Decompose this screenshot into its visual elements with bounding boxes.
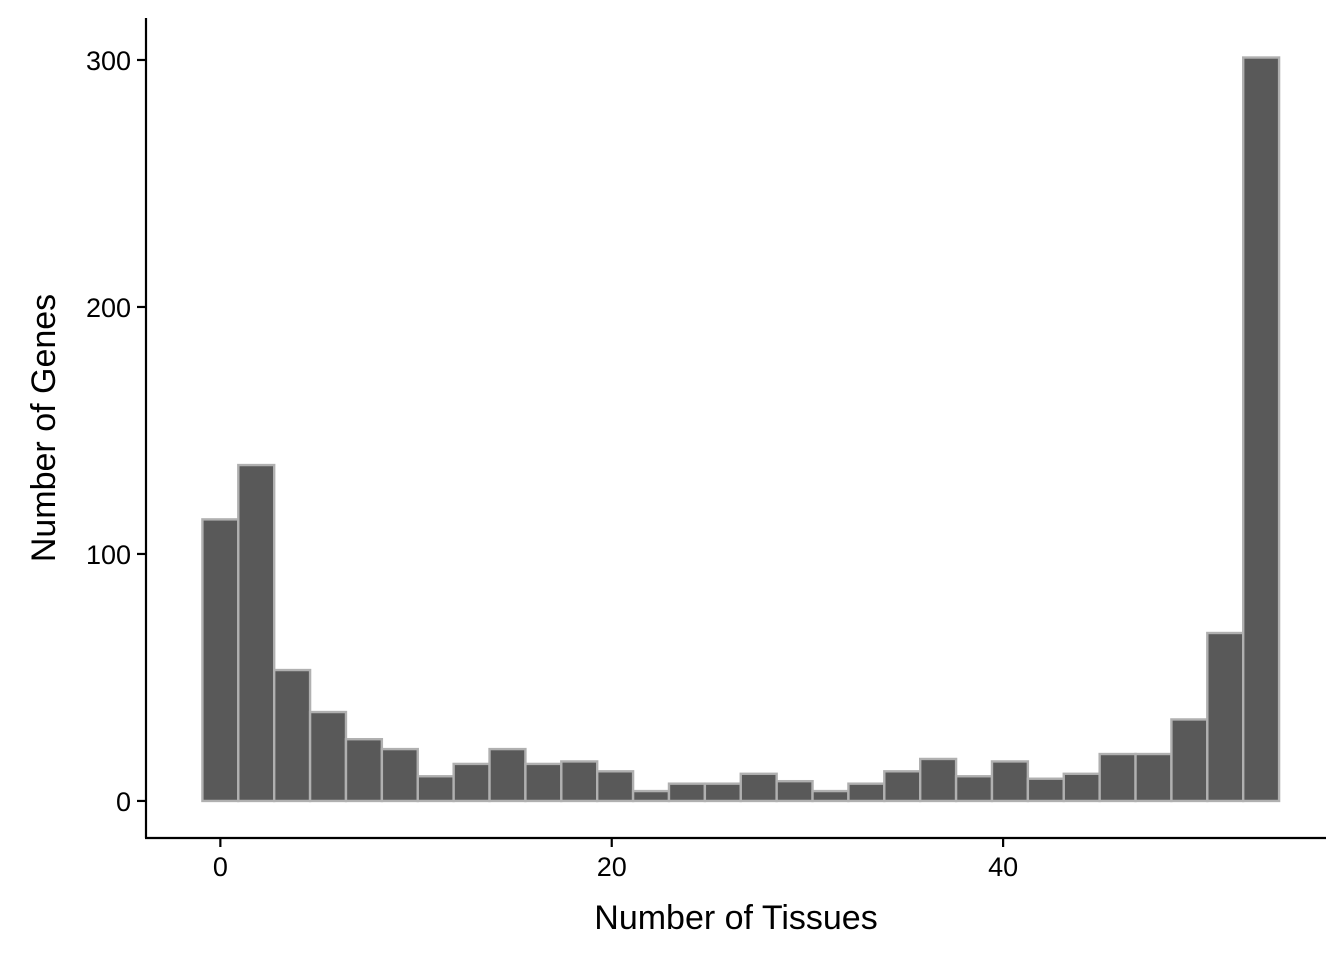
histogram-bar xyxy=(1242,56,1281,803)
histogram-bar xyxy=(1206,631,1245,803)
histogram-bar xyxy=(775,779,814,803)
histogram-bar xyxy=(1098,752,1137,803)
histogram-bar xyxy=(272,668,312,803)
y-tick-label: 0 xyxy=(116,787,131,817)
x-axis-ticks: 0 20 40 xyxy=(213,838,1018,882)
histogram-bar xyxy=(344,738,384,803)
histogram-bar xyxy=(452,762,491,803)
histogram-bar xyxy=(595,770,635,803)
histogram-bar xyxy=(631,789,671,803)
histogram-bar xyxy=(416,775,455,803)
histogram-bar xyxy=(201,518,240,803)
histogram-bar xyxy=(524,762,563,803)
histogram-bar xyxy=(990,760,1030,803)
histogram-bar xyxy=(560,760,599,803)
y-axis-title: Number of Genes xyxy=(25,294,63,562)
histogram-bar xyxy=(1062,772,1101,803)
y-tick-label: 100 xyxy=(86,540,131,570)
histogram-bar xyxy=(919,757,958,803)
histogram-bar xyxy=(667,782,707,803)
x-tick-label: 20 xyxy=(597,852,627,882)
histogram-bar xyxy=(954,775,994,803)
histogram-bar xyxy=(237,463,276,803)
histogram-bar xyxy=(1134,752,1173,803)
histogram-bar xyxy=(739,772,778,803)
x-tick-label: 40 xyxy=(988,852,1018,882)
y-tick-label: 200 xyxy=(86,293,131,323)
histogram-bar xyxy=(883,770,922,803)
y-tick-label: 300 xyxy=(86,46,131,76)
histogram-bar xyxy=(1170,718,1209,803)
histogram-bar xyxy=(308,710,348,803)
histogram-bars xyxy=(201,56,1281,803)
histogram-bar xyxy=(380,747,419,803)
histogram-bar xyxy=(488,747,527,803)
x-tick-label: 0 xyxy=(213,852,228,882)
histogram-bar xyxy=(811,789,850,803)
x-axis-title: Number of Tissues xyxy=(594,899,877,937)
histogram-bar xyxy=(847,782,886,803)
y-axis-ticks: 0 100 200 300 xyxy=(86,46,146,817)
histogram-bar xyxy=(1026,777,1065,803)
histogram-bar xyxy=(703,782,742,803)
